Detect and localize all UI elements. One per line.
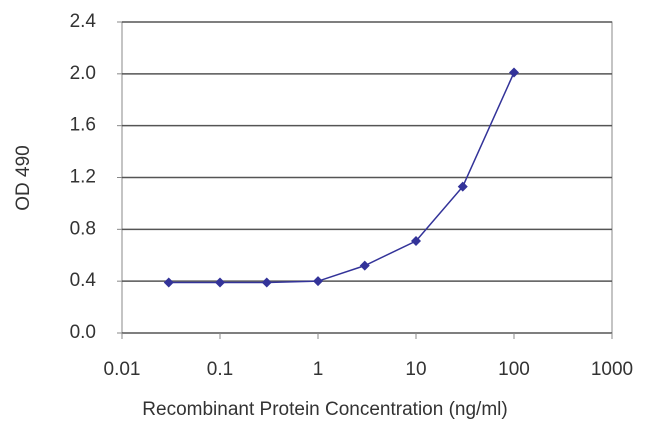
y-tick-label: 0.8 xyxy=(70,218,96,239)
data-point xyxy=(457,181,468,192)
x-axis-title: Recombinant Protein Concentration (ng/ml… xyxy=(142,399,507,420)
x-tick-label: 100 xyxy=(498,359,530,380)
y-tick-label: 1.2 xyxy=(70,167,96,188)
y-tick-label: 1.6 xyxy=(70,115,96,136)
data-point xyxy=(509,67,519,78)
y-tick-label: 2.4 xyxy=(70,11,97,32)
x-tick-label: 10 xyxy=(405,359,426,380)
data-point xyxy=(359,260,370,271)
x-tick-label: 1 xyxy=(313,359,324,380)
data-point xyxy=(215,277,225,288)
data-point xyxy=(411,235,421,246)
data-point xyxy=(261,277,272,288)
data-point xyxy=(313,276,323,287)
y-tick-label: 0.0 xyxy=(70,322,96,343)
y-tick-label: 0.4 xyxy=(70,270,97,291)
x-tick-label: 0.1 xyxy=(207,359,233,380)
x-tick-label: 0.01 xyxy=(104,359,141,380)
series-line xyxy=(168,72,515,284)
y-axis-title: OD 490 xyxy=(13,145,34,210)
y-tick-label: 2.0 xyxy=(70,63,96,84)
x-tick-label: 1000 xyxy=(591,359,633,380)
data-point xyxy=(163,277,174,288)
